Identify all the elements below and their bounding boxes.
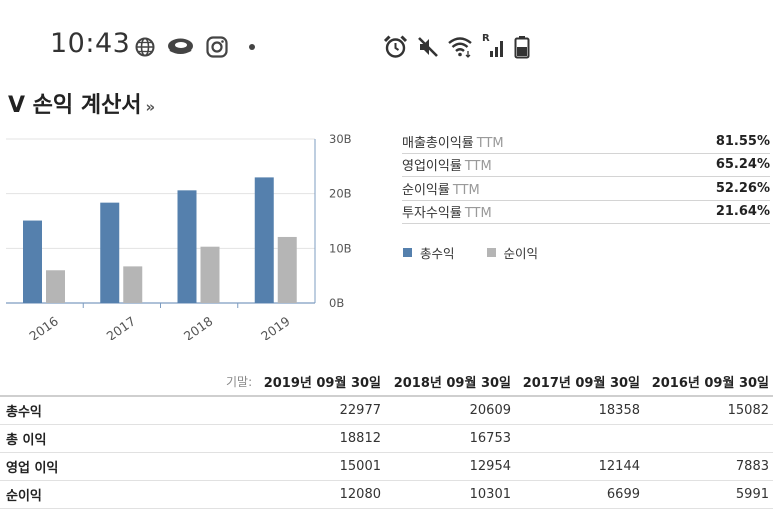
cloud-icon	[166, 34, 194, 60]
table-cell: 12144	[598, 459, 640, 474]
ratio-ttm: TTM	[464, 206, 492, 222]
status-bar: 10:43 R	[0, 0, 773, 92]
ratio-row-gross-margin: 매출총이익률 TTM 81.55%	[402, 130, 770, 154]
ratio-value: 52.26%	[715, 180, 770, 196]
signal-roaming-icon: R	[481, 33, 507, 60]
table-cell: 18358	[598, 403, 640, 418]
alarm-icon	[382, 34, 408, 60]
ratios-panel: 매출총이익률 TTM 81.55% 영업이익률 TTM 65.24% 순이익률 TTM…	[402, 130, 770, 224]
legend-swatch	[403, 248, 412, 257]
column-header: 2016년 09월 30일	[651, 376, 769, 391]
ratio-ttm: TTM	[476, 135, 504, 151]
chart-legend: 총수익 순이익	[403, 243, 570, 262]
legend-label: 총수익	[420, 246, 455, 261]
bar-revenue-2016	[23, 220, 42, 303]
x-tick-label: 2017	[104, 313, 139, 340]
roaming-label: R	[482, 33, 490, 44]
ratio-row-operating-margin: 영업이익률 TTM 65.24%	[402, 154, 770, 177]
column-header: 2018년 09월 30일	[393, 376, 511, 391]
bar-revenue-2019	[254, 177, 274, 303]
table-row: 영업 이익 15001 12954 12144 7883	[0, 453, 773, 481]
dot-icon	[247, 34, 257, 60]
period-label: 기말:	[226, 375, 253, 389]
table-header-row: 기말: 2019년 09월 30일 2018년 09월 30일 2017년 09…	[0, 368, 773, 397]
bar-net-income-2018	[200, 246, 220, 303]
x-tick-label: 2018	[181, 313, 216, 340]
table-cell: 12080	[339, 487, 381, 502]
income-statement-table: 기말: 2019년 09월 30일 2018년 09월 30일 2017년 09…	[0, 368, 773, 509]
table-row: 총 이익 18812 16753	[0, 425, 773, 453]
ratio-ttm: TTM	[464, 159, 492, 175]
chevron-right-icon: »	[145, 98, 156, 116]
ratio-name: 투자수익률	[402, 206, 462, 222]
x-tick-label: 2019	[258, 313, 293, 340]
globe-icon	[134, 34, 156, 60]
y-tick-label: 30B	[329, 132, 352, 146]
legend-label: 순이익	[503, 246, 539, 261]
y-tick-label: 0B	[329, 296, 344, 310]
bar-revenue-2017	[100, 202, 120, 303]
table-cell: 10301	[469, 487, 511, 502]
column-header: 2019년 09월 30일	[263, 376, 381, 391]
table-row: 순이익 12080 10301 6699 5991	[0, 481, 773, 509]
bar-revenue-2018	[177, 190, 197, 303]
revenue-profit-chart: 0B 10B 20B 30B 2016 2017 2018 2019	[6, 132, 352, 340]
ratio-value: 21.64%	[715, 204, 770, 220]
ratio-value: 81.55%	[715, 133, 770, 149]
ratio-value: 65.24%	[715, 157, 770, 173]
table-cell: 18812	[339, 431, 381, 446]
table-cell: 15082	[727, 403, 769, 418]
table-cell: 20609	[469, 403, 511, 418]
table-cell: 6699	[606, 487, 640, 502]
ratio-row-roi: 투자수익률 TTM 21.64%	[402, 201, 770, 224]
y-tick-label: 10B	[329, 241, 352, 255]
legend-swatch	[486, 248, 496, 257]
bar-net-income-2017	[123, 266, 143, 303]
instagram-icon	[205, 34, 229, 60]
table-cell: 16753	[469, 431, 511, 446]
mute-icon	[416, 34, 440, 60]
y-tick-label: 20B	[329, 187, 352, 201]
table-cell: 7883	[735, 459, 769, 474]
column-header: 2017년 09월 30일	[522, 376, 640, 391]
x-tick-label: 2016	[26, 313, 61, 340]
wifi-icon	[446, 34, 474, 60]
ratio-name: 영업이익률	[402, 159, 462, 175]
legend-item-revenue[interactable]: 총수익	[403, 243, 455, 262]
legend-item-net-income[interactable]: 순이익	[486, 243, 539, 262]
row-label: 총수익	[6, 405, 42, 420]
status-clock: 10:43	[50, 28, 131, 59]
bar-net-income-2016	[46, 270, 65, 303]
table-cell: 22977	[339, 403, 381, 418]
table-cell: 15001	[339, 459, 381, 474]
ratio-name: 매출총이익률	[402, 135, 474, 151]
ratio-row-net-margin: 순이익률 TTM 52.26%	[402, 177, 770, 201]
page-title-text: V 손익 계산서	[8, 93, 142, 118]
table-row: 총수익 22977 20609 18358 15082	[0, 397, 773, 425]
row-label: 순이익	[6, 489, 42, 504]
ratio-ttm: TTM	[452, 182, 480, 198]
table-cell: 12954	[469, 459, 511, 474]
page-title[interactable]: V 손익 계산서»	[8, 87, 155, 119]
row-label: 영업 이익	[6, 461, 59, 476]
table-cell: 5991	[735, 487, 769, 502]
bar-net-income-2019	[277, 236, 297, 303]
battery-icon	[512, 34, 532, 60]
ratio-name: 순이익률	[402, 182, 450, 198]
row-label: 총 이익	[6, 433, 47, 448]
